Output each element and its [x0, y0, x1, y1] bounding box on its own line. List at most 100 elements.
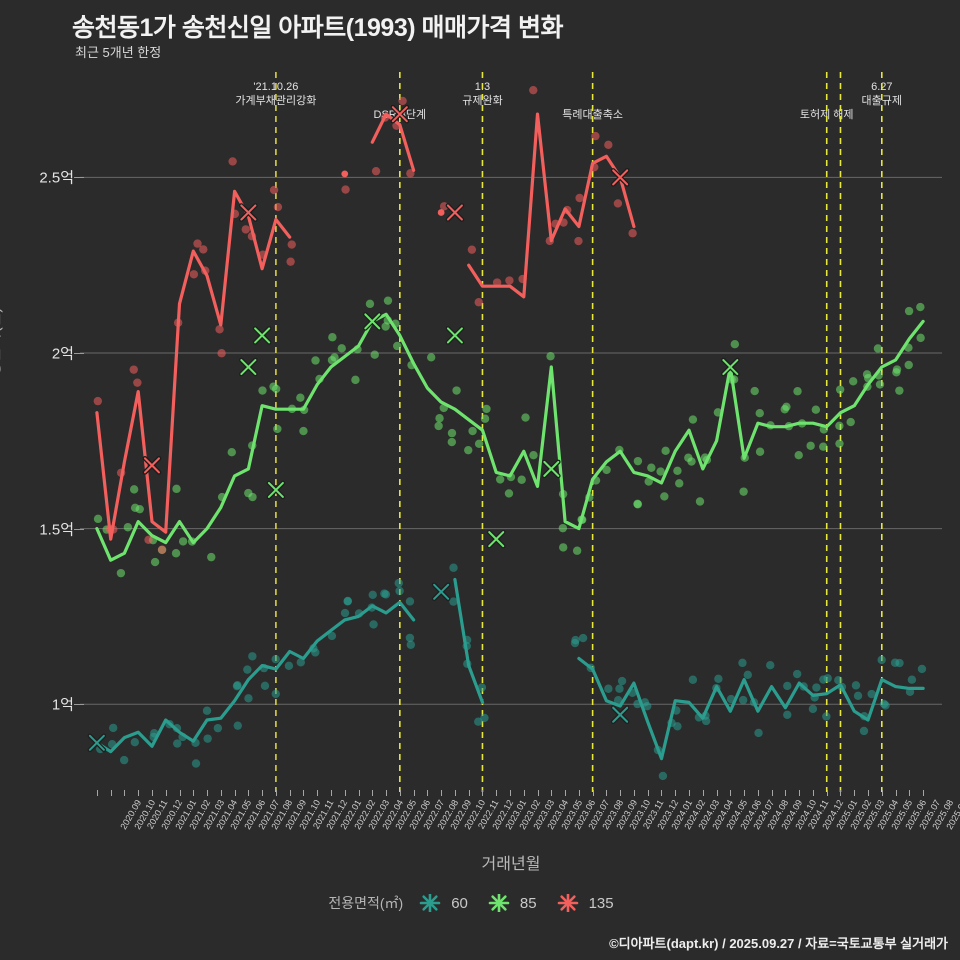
scatter-point [171, 549, 181, 558]
outlier-x-marker [486, 529, 506, 549]
scatter-point [517, 475, 526, 484]
x-tick-mark [275, 790, 277, 796]
legend-item-85[interactable]: 85 [486, 894, 537, 912]
scatter-point [202, 706, 212, 715]
scatter-point [93, 396, 103, 406]
scatter-point [877, 655, 886, 665]
scatter-point [213, 723, 223, 733]
y-tick-mark [74, 704, 84, 706]
scatter-point [755, 447, 765, 456]
scatter-point [793, 387, 802, 396]
outlier-x-marker [431, 582, 451, 602]
x-tick-mark [771, 790, 773, 796]
scatter-point [130, 503, 140, 512]
scatter-point [130, 738, 140, 747]
scatter-point [695, 497, 705, 506]
scatter-point [604, 140, 613, 150]
scatter-point [529, 85, 538, 95]
series-line-60 [577, 656, 925, 761]
scatter-point [574, 236, 583, 246]
x-tick-mark [744, 790, 746, 796]
scatter-point [879, 699, 889, 709]
x-tick-mark [468, 790, 470, 796]
scatter-point [895, 386, 904, 395]
scatter-point [907, 675, 917, 684]
outlier-x-marker [542, 459, 561, 479]
scatter-point [368, 590, 377, 600]
x-tick-mark [675, 790, 677, 796]
x-tick-mark [482, 790, 484, 796]
scatter-point [273, 424, 282, 434]
scatter-point [867, 689, 876, 699]
annotation-label: 특례대출축소 [562, 109, 623, 121]
scatter-point [157, 545, 167, 554]
x-tick-mark [689, 790, 691, 796]
x-tick-mark [716, 790, 718, 796]
legend-item-135[interactable]: 135 [555, 894, 614, 912]
scatter-point [743, 670, 752, 680]
scatter-point [495, 475, 505, 484]
x-axis-ticks: 2020.09 2020.10 2020.11 2020.12 2021.01 2021.… [80, 790, 960, 856]
outlier-x-marker [721, 357, 740, 377]
legend-title: 전용면적(㎡) [328, 895, 404, 911]
scatter-point [464, 445, 473, 455]
scatter-point [644, 477, 653, 486]
scatter-point [129, 365, 138, 374]
x-tick-mark [909, 790, 911, 796]
scatter-point [191, 759, 201, 768]
x-tick-mark [895, 790, 897, 796]
x-tick-mark [661, 790, 663, 796]
x-tick-mark [454, 790, 456, 796]
scatter-point [327, 355, 337, 365]
x-tick-mark [358, 790, 360, 796]
legend-label-60: 60 [451, 894, 468, 912]
scatter-point [337, 344, 346, 353]
y-tick-label: 1억 [51, 696, 74, 714]
x-tick-mark [537, 790, 539, 796]
scatter-point [93, 514, 103, 524]
scatter-point [766, 661, 775, 670]
scatter-point [434, 421, 443, 431]
scatter-point [656, 467, 665, 476]
outlier-x-marker [445, 326, 465, 345]
outlier-x-marker [239, 357, 258, 377]
star-marker-icon [419, 894, 441, 912]
scatter-point [271, 689, 280, 699]
scatter-point [570, 638, 580, 648]
scatter-point [244, 488, 253, 498]
x-tick-mark [386, 790, 388, 796]
legend-label-135: 135 [588, 894, 614, 912]
scatter-point [369, 620, 378, 629]
x-tick-mark [234, 790, 236, 796]
scatter-point [480, 414, 490, 423]
scatter-point [207, 552, 216, 562]
scatter-point [365, 299, 375, 309]
scatter-point [296, 393, 305, 402]
scatter-point [467, 245, 477, 254]
scatter-point [271, 654, 280, 664]
scatter-point [447, 428, 457, 438]
scatter-point [738, 695, 748, 705]
scatter-point [395, 586, 404, 596]
scatter-point [311, 356, 320, 365]
x-tick-mark [248, 790, 250, 796]
scatter-point [258, 386, 267, 395]
legend-item-60[interactable]: 60 [417, 894, 468, 912]
x-tick-mark [372, 790, 374, 796]
scatter-point [904, 306, 914, 316]
scatter-point [521, 413, 530, 422]
scatter-group-85 [93, 296, 925, 578]
chart-plot-area [80, 72, 942, 792]
scatter-point [895, 658, 904, 668]
scatter-point [394, 578, 403, 588]
scatter-point [808, 704, 818, 714]
series-line-135 [467, 112, 636, 299]
x-tick-mark [303, 790, 305, 796]
scatter-point [287, 240, 296, 249]
x-tick-mark [96, 790, 98, 796]
x-tick-mark [344, 790, 346, 796]
scatter-point [660, 492, 669, 501]
y-axis-ticks: 1억 1.5억 2억 2.5억 [0, 72, 84, 792]
scatter-point [284, 661, 294, 671]
scatter-point [591, 131, 600, 141]
